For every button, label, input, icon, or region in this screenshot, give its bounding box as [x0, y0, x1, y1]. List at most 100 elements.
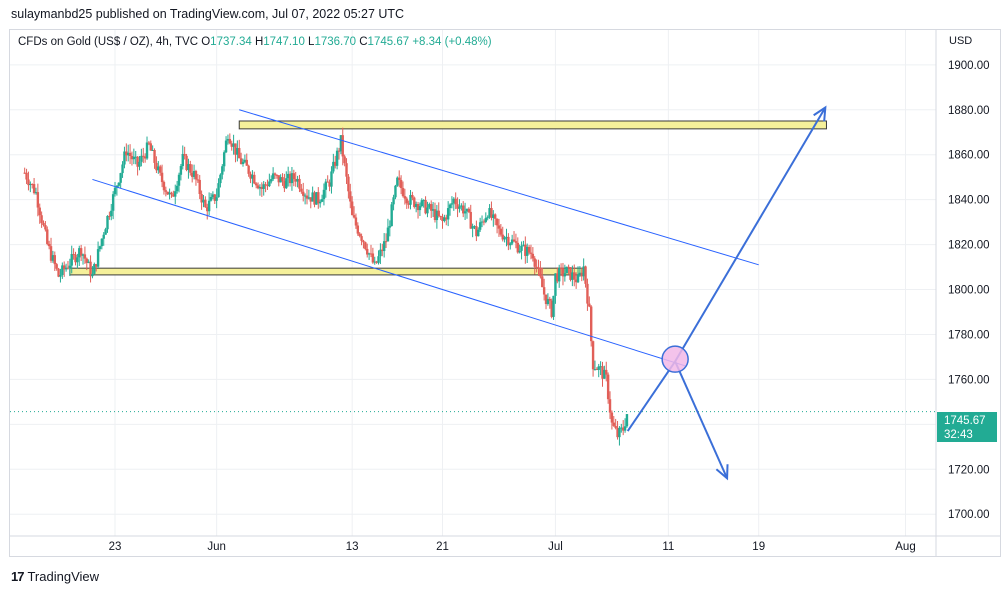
candle-body [335, 150, 339, 166]
candle-body [57, 268, 60, 277]
candle-body [460, 205, 463, 207]
projection-line [626, 360, 676, 432]
candle-body [482, 221, 486, 223]
candle-body [149, 143, 152, 151]
last-price-value: 1745.67 [944, 415, 986, 427]
candle-body [369, 253, 373, 255]
candle-body [542, 287, 546, 295]
candle-body [283, 180, 286, 189]
candle-body [162, 182, 166, 191]
candle-body [204, 199, 207, 208]
currency-label[interactable]: USD [949, 35, 973, 47]
candle-body [458, 206, 461, 209]
candle-body [366, 248, 369, 255]
candle-body [601, 366, 604, 379]
intersection-marker [661, 345, 689, 373]
candle-body [541, 276, 544, 288]
x-tick-label: 23 [109, 541, 122, 553]
candle-body [243, 159, 247, 162]
candle-body [430, 204, 433, 211]
candle-body [339, 135, 343, 152]
candle-body [236, 148, 239, 155]
close-label: C [359, 36, 368, 48]
candle-body [544, 294, 548, 305]
candle-body [558, 268, 561, 282]
candle-body [25, 172, 28, 180]
candle-body [334, 161, 337, 166]
candle-body [418, 206, 422, 211]
publish-info: sulaymanbd25 published on TradingView.co… [11, 7, 405, 21]
candle-body [106, 215, 109, 230]
candle-body [268, 181, 271, 187]
candle-body [136, 156, 139, 167]
candle-body [296, 178, 299, 182]
candle-body [158, 166, 162, 173]
x-tick-label: 21 [436, 541, 449, 553]
arrow-head [715, 464, 729, 481]
candle-body [55, 264, 58, 269]
candle-body [465, 208, 469, 212]
candle-body [456, 204, 459, 209]
candle-body [539, 267, 542, 277]
candle-body [484, 217, 487, 222]
candle-body [623, 426, 627, 431]
candle-body [292, 173, 296, 180]
candle-body [198, 179, 201, 194]
candle-body [87, 261, 90, 263]
candle-body [270, 179, 273, 182]
candle-body [373, 261, 376, 263]
tradingview-logo-icon: 17 [11, 569, 25, 584]
candle-body [505, 236, 508, 238]
candle-body [222, 152, 226, 167]
candle-body [100, 238, 104, 247]
candle-body [151, 150, 154, 152]
candle-body [192, 171, 196, 177]
candle-body [537, 267, 540, 269]
candle-body [202, 199, 205, 203]
candle-body [279, 177, 282, 183]
candle-body [441, 216, 444, 222]
candles [23, 127, 629, 446]
candle-body [271, 173, 275, 180]
candle-body [422, 200, 425, 202]
candle-body [599, 366, 602, 368]
candle-body [194, 171, 198, 180]
candle-body [375, 261, 378, 263]
candle-body [531, 253, 535, 259]
candle-body [207, 200, 211, 212]
candle-body [526, 246, 529, 256]
candle-body [36, 192, 40, 208]
candle-body [349, 191, 352, 202]
candle-body [565, 266, 568, 274]
candle-body [426, 207, 429, 214]
candle-body [621, 427, 625, 431]
candle-body [354, 217, 358, 226]
candle-body [213, 194, 216, 201]
grid-lines [10, 30, 936, 536]
candle-body [445, 217, 448, 220]
candle-body [550, 300, 553, 317]
candle-body [51, 255, 55, 261]
candle-body [61, 265, 64, 275]
candle-body [490, 208, 493, 218]
candle-body [347, 176, 350, 192]
chart-frame[interactable] [9, 29, 1001, 557]
candle-body [499, 228, 503, 235]
candle-body [450, 203, 454, 205]
candle-body [31, 183, 34, 185]
candle-body [117, 182, 120, 186]
candle-body [262, 184, 265, 189]
candle-body [239, 158, 243, 165]
candle-body [507, 236, 510, 246]
candle-body [175, 185, 179, 192]
footer-brand[interactable]: 17 TradingView [11, 569, 99, 584]
bar-countdown: 32:43 [944, 429, 973, 441]
candle-body [102, 234, 105, 239]
candle-body [488, 208, 491, 218]
candle-body [260, 186, 264, 189]
candle-body [388, 226, 392, 228]
candle-body [234, 143, 237, 155]
candle-body [548, 298, 551, 301]
candle-body [386, 227, 390, 242]
